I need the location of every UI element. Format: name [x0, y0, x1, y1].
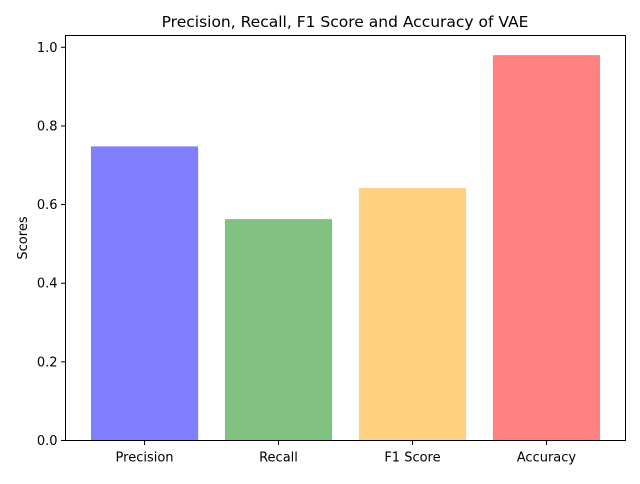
- y-tick-label: 0.2: [37, 355, 58, 370]
- bars-layer: [90, 55, 601, 441]
- y-tick-label: 0.6: [37, 198, 58, 213]
- y-tick-label: 1.0: [37, 41, 58, 56]
- x-ticks-layer: Precision Recall F1 Score Accuracy: [116, 440, 577, 466]
- x-tick-label: Recall: [259, 451, 298, 466]
- y-tick-label: 0.8: [37, 119, 58, 134]
- chart-title: Precision, Recall, F1 Score and Accuracy…: [162, 13, 529, 31]
- bar-f1-score: [358, 188, 467, 441]
- bar-accuracy: [492, 55, 601, 441]
- x-tick-label: F1 Score: [384, 451, 440, 466]
- x-tick-label: Accuracy: [517, 451, 577, 466]
- y-ticks-layer: 0.0 0.2 0.4 0.6 0.8 1.0: [37, 41, 66, 449]
- y-tick-label: 0.0: [37, 434, 58, 449]
- y-tick-label: 0.4: [37, 277, 58, 292]
- y-axis-label: Scores: [16, 216, 31, 259]
- plot-frame: [65, 35, 626, 441]
- bar-precision: [90, 146, 199, 441]
- x-tick-label: Precision: [116, 451, 174, 466]
- bar-recall: [224, 219, 333, 441]
